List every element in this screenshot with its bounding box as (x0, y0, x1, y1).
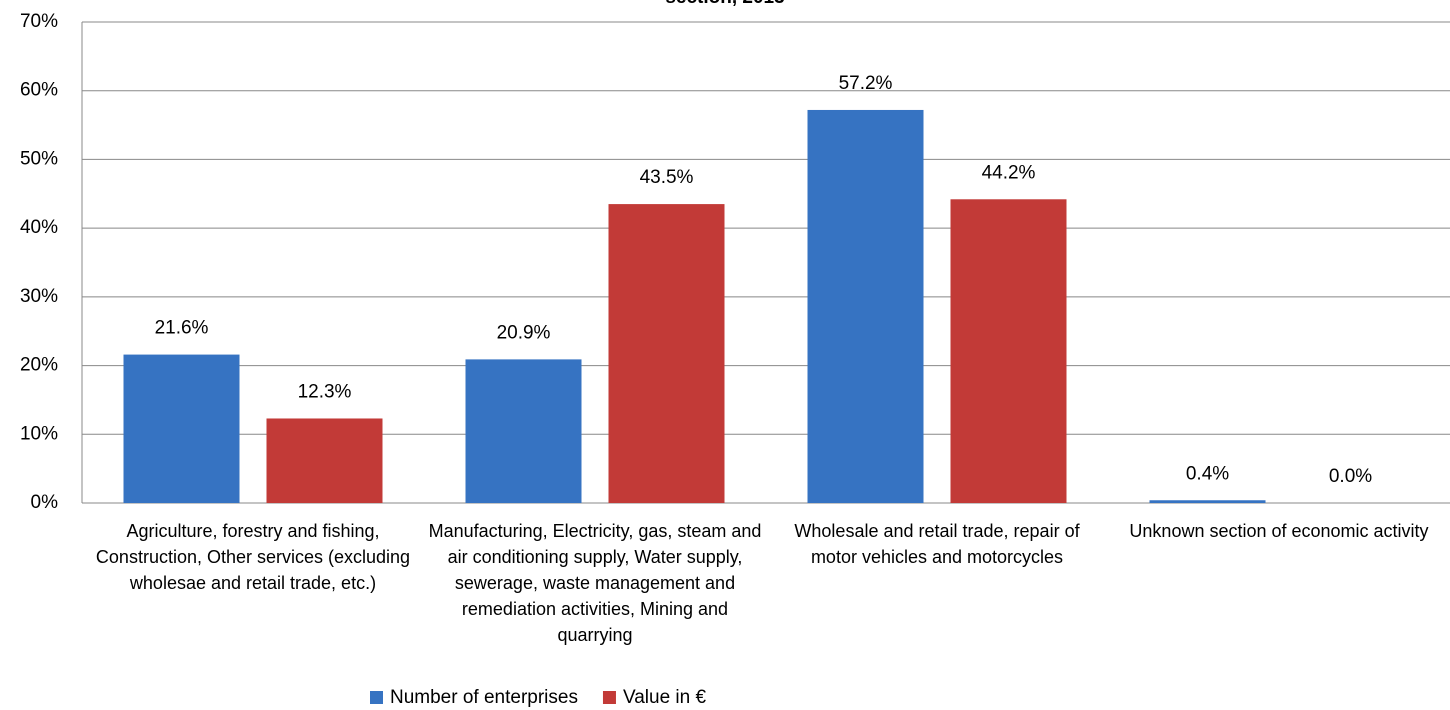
legend-swatch (602, 691, 616, 704)
y-tick-label: 70% (20, 11, 58, 32)
bar (950, 199, 1067, 504)
value-label: 57.2% (839, 73, 893, 94)
y-tick-label: 50% (20, 148, 58, 169)
bar (608, 204, 725, 504)
value-label: 0.4% (1186, 463, 1229, 484)
value-label: 21.6% (155, 318, 209, 339)
y-tick-label: 0% (31, 492, 59, 513)
legend-label: Number of enterprises (390, 687, 578, 708)
value-label: 0.0% (1329, 466, 1372, 487)
bar (1149, 500, 1266, 503)
bar (266, 418, 383, 503)
x-tick-label: Wholesale and retail trade, repair of mo… (794, 521, 1080, 567)
x-tick-label: Manufacturing, Electricity, gas, steam a… (428, 521, 762, 645)
value-label: 20.9% (497, 322, 551, 343)
legend-label: Value in € (623, 687, 707, 708)
y-tick-label: 10% (20, 423, 58, 444)
value-label: 43.5% (640, 167, 694, 188)
x-tick-label: Unknown section of economic activity (1129, 521, 1429, 541)
y-tick-label: 20% (20, 355, 58, 376)
legend-swatch (370, 691, 383, 704)
y-tick-label: 60% (20, 80, 58, 101)
bar (465, 359, 582, 503)
bar (807, 109, 924, 503)
x-tick-label: Agriculture, forestry and fishing, Const… (95, 521, 411, 593)
y-tick-label: 30% (20, 286, 58, 307)
value-label: 44.2% (982, 162, 1036, 183)
value-label: 12.3% (298, 381, 352, 402)
chart-title: section, 2013 (665, 0, 784, 8)
y-tick-label: 40% (20, 217, 58, 238)
bar (123, 354, 240, 503)
